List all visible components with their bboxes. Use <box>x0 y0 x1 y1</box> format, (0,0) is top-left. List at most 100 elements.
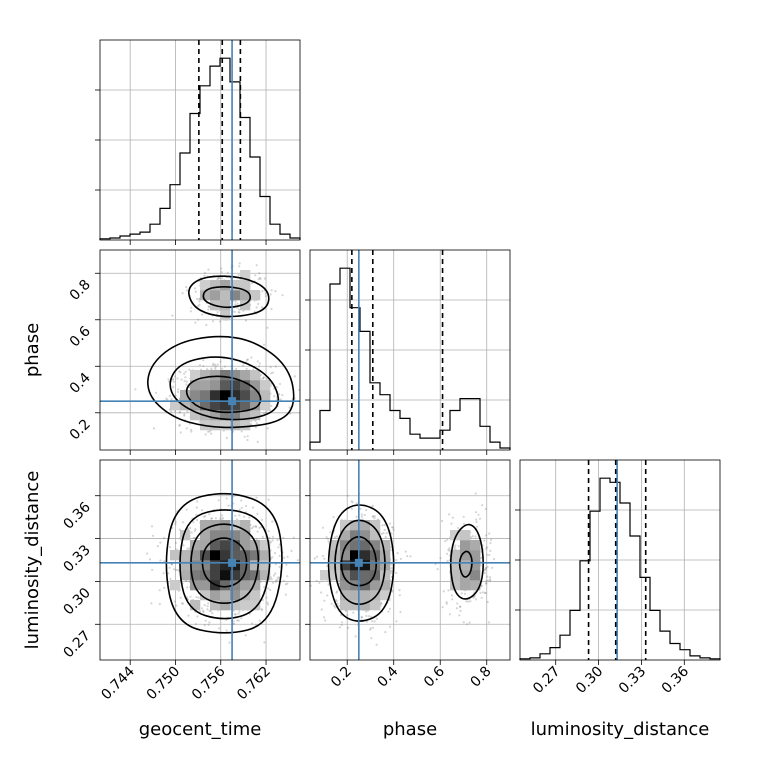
scatter-point <box>487 621 491 624</box>
scatter-point <box>210 517 213 520</box>
density-cell <box>250 410 261 421</box>
scatter-point <box>271 556 274 559</box>
scatter-point <box>475 525 479 528</box>
density-cell <box>210 540 221 551</box>
scatter-point <box>186 586 189 589</box>
scatter-point <box>183 372 186 375</box>
density-cell <box>230 280 241 291</box>
scatter-point <box>189 310 192 313</box>
scatter-point <box>193 529 196 533</box>
scatter-point <box>178 423 181 427</box>
scatter-point <box>207 268 210 271</box>
scatter-point <box>492 558 496 561</box>
truth-marker <box>228 558 237 567</box>
scatter-point <box>263 343 266 346</box>
scatter-point <box>162 572 165 575</box>
density-cell <box>180 400 191 411</box>
scatter-point <box>240 506 243 509</box>
scatter-point <box>275 579 278 582</box>
scatter-point <box>202 611 205 614</box>
scatter-point <box>298 388 300 392</box>
scatter-point <box>448 547 451 550</box>
scatter-point <box>274 290 277 293</box>
scatter-point <box>220 267 223 270</box>
density-cell <box>240 370 251 381</box>
density-cell <box>210 530 221 541</box>
scatter-point <box>238 610 241 613</box>
scatter-point <box>489 579 492 582</box>
scatter-point <box>235 367 238 371</box>
scatter-point <box>245 367 248 370</box>
scatter-point <box>458 614 461 617</box>
scatter-point <box>178 411 181 414</box>
scatter-point <box>263 277 266 280</box>
scatter-point <box>255 306 258 309</box>
density-cell <box>180 570 191 581</box>
scatter-point <box>255 422 258 425</box>
scatter-point <box>170 563 173 566</box>
scatter-point <box>159 541 162 544</box>
density-cells <box>170 520 271 611</box>
scatter-point <box>441 519 444 523</box>
density-cell <box>200 590 211 601</box>
density-cell <box>170 550 181 561</box>
scatter-point <box>445 602 448 605</box>
density-cell <box>220 280 231 291</box>
scatter-point <box>233 310 236 313</box>
density-cell <box>250 390 261 401</box>
density-cell <box>220 420 231 431</box>
scatter-point <box>313 557 316 560</box>
scatter-point <box>221 517 225 520</box>
scatter-point <box>270 372 273 375</box>
scatter-point <box>282 536 285 540</box>
scatter-point <box>480 585 483 588</box>
density-cell <box>200 290 211 301</box>
scatter-point <box>193 287 196 290</box>
scatter-point <box>254 426 257 429</box>
contour-level-2 <box>147 335 295 429</box>
scatter-point <box>332 516 335 519</box>
scatter-point <box>217 276 220 279</box>
scatter-point <box>388 607 391 610</box>
scatter-point <box>267 587 270 590</box>
scatter-point <box>174 541 177 545</box>
scatter-point <box>455 607 459 610</box>
scatter-point <box>266 326 269 329</box>
scatter-point <box>206 608 209 611</box>
scatter-point <box>260 518 264 522</box>
scatter-point <box>225 436 228 440</box>
scatter-point <box>323 599 326 602</box>
scatter-point <box>256 530 259 533</box>
scatter-point <box>194 528 197 531</box>
scatter-point <box>172 385 175 389</box>
scatter-point <box>174 522 177 526</box>
scatter-point <box>211 612 214 615</box>
scatter-point <box>208 305 211 309</box>
scatter-point <box>475 511 478 514</box>
density-cell <box>240 270 251 281</box>
scatter-point <box>237 619 240 622</box>
scatter-point <box>168 546 172 549</box>
panel-content <box>100 250 300 456</box>
scatter-point <box>268 536 271 540</box>
scatter-point <box>266 601 269 604</box>
density-cell <box>240 400 251 411</box>
scatter-point <box>447 548 450 551</box>
scatter-point <box>258 362 261 365</box>
y-label-luminosity-distance: luminosity_distance <box>22 471 43 650</box>
scatter-point <box>214 454 216 456</box>
density-cell <box>240 420 251 431</box>
scatter-point <box>246 438 249 442</box>
scatter-point <box>472 596 475 599</box>
scatter-point <box>363 513 366 517</box>
truth-marker <box>228 397 237 406</box>
scatter-point <box>237 273 240 277</box>
scatter-point <box>163 560 166 563</box>
density-cell <box>240 530 251 541</box>
density-cell <box>250 590 261 601</box>
contour-level-3 <box>165 492 283 634</box>
scatter-point <box>462 515 465 518</box>
density-cell <box>230 600 241 611</box>
scatter-point <box>398 589 401 592</box>
density-cell <box>200 280 211 291</box>
